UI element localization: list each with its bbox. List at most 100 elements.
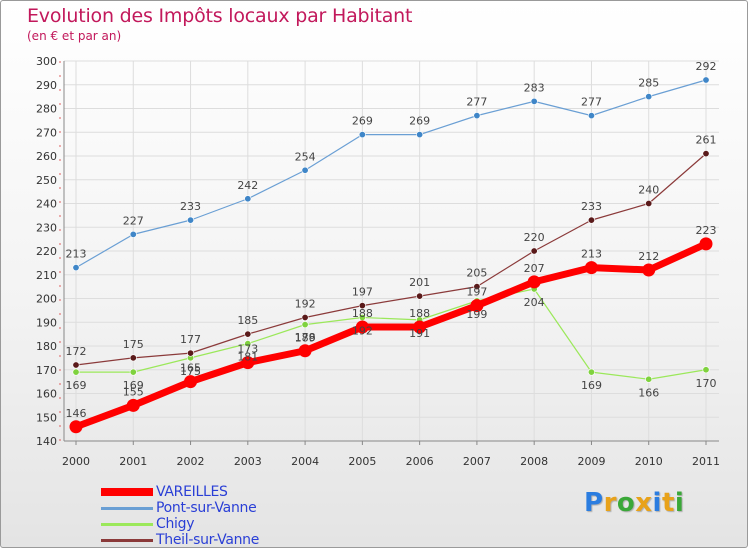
data-label-pont-sur-vanne: 285 xyxy=(638,77,659,90)
y-tick-label: 290 xyxy=(36,79,57,92)
data-point-vareilles xyxy=(470,299,484,313)
data-point-vareilles xyxy=(298,344,312,358)
y-tick-label: 280 xyxy=(36,103,57,116)
y-tick-label: 160 xyxy=(36,388,57,401)
data-label-vareilles: 173 xyxy=(237,343,258,356)
data-label-theil-sur-vanne: 177 xyxy=(180,333,201,346)
data-label-pont-sur-vanne: 277 xyxy=(581,96,602,109)
series-line-vareilles xyxy=(72,240,710,431)
data-point-pont-sur-vanne xyxy=(301,166,309,174)
data-point-vareilles xyxy=(413,320,427,334)
legend-label: Chigy xyxy=(156,516,195,532)
legend-label: Theil-sur-Vanne xyxy=(156,532,260,548)
data-point-vareilles xyxy=(699,237,713,251)
series-line-theil-sur-vanne xyxy=(75,153,707,366)
data-point-theil-sur-vanne xyxy=(72,361,80,369)
legend-swatch xyxy=(101,538,153,542)
data-point-theil-sur-vanne xyxy=(244,330,252,338)
data-label-theil-sur-vanne: 261 xyxy=(696,134,717,147)
data-point-theil-sur-vanne xyxy=(587,216,595,224)
data-label-vareilles: 188 xyxy=(409,307,430,320)
x-tick-label: 2010 xyxy=(635,455,663,468)
data-point-theil-sur-vanne xyxy=(358,302,366,310)
data-label-pont-sur-vanne: 227 xyxy=(123,214,144,227)
data-label-vareilles: 188 xyxy=(352,307,373,320)
data-label-vareilles: 212 xyxy=(638,250,659,263)
legend-item-pont-sur-vanne: Pont-sur-Vanne xyxy=(101,500,259,516)
data-point-chigy xyxy=(244,340,252,348)
series-line-pont-sur-vanne xyxy=(75,79,707,269)
data-point-theil-sur-vanne xyxy=(301,313,309,321)
data-point-vareilles xyxy=(642,263,656,277)
y-tick-label: 230 xyxy=(36,221,57,234)
data-label-theil-sur-vanne: 197 xyxy=(352,286,373,299)
data-label-chigy: 199 xyxy=(466,308,487,321)
data-label-chigy: 169 xyxy=(66,379,87,392)
data-point-theil-sur-vanne xyxy=(645,200,653,208)
data-point-chigy xyxy=(587,368,595,376)
data-label-pont-sur-vanne: 269 xyxy=(352,115,373,128)
data-point-vareilles xyxy=(241,356,255,370)
legend: VAREILLES Pont-sur-Vanne Chigy Theil-sur-Va… xyxy=(101,484,259,548)
data-label-pont-sur-vanne: 269 xyxy=(409,115,430,128)
data-label-chigy: 169 xyxy=(581,379,602,392)
data-label-theil-sur-vanne: 175 xyxy=(123,338,144,351)
data-label-vareilles: 223 xyxy=(696,224,717,237)
data-label-pont-sur-vanne: 277 xyxy=(466,96,487,109)
legend-item-chigy: Chigy xyxy=(101,516,259,532)
data-label-pont-sur-vanne: 254 xyxy=(295,150,316,163)
y-tick-label: 240 xyxy=(36,198,57,211)
data-point-theil-sur-vanne xyxy=(702,150,710,158)
data-label-theil-sur-vanne: 205 xyxy=(466,267,487,280)
y-tick-label: 150 xyxy=(36,411,57,424)
y-tick-label: 140 xyxy=(36,435,57,448)
x-tick-label: 2007 xyxy=(463,455,491,468)
data-point-vareilles xyxy=(69,420,83,434)
data-label-theil-sur-vanne: 220 xyxy=(524,231,545,244)
data-point-pont-sur-vanne xyxy=(187,216,195,224)
data-label-pont-sur-vanne: 242 xyxy=(237,179,258,192)
y-tick-label: 180 xyxy=(36,340,57,353)
y-tick-label: 270 xyxy=(36,126,57,139)
data-point-vareilles xyxy=(527,275,541,289)
data-label-chigy: 175 xyxy=(180,365,201,378)
x-tick-label: 2009 xyxy=(577,455,605,468)
data-point-pont-sur-vanne xyxy=(587,112,595,120)
data-label-vareilles: 213 xyxy=(581,248,602,261)
data-label-vareilles: 155 xyxy=(123,385,144,398)
y-tick-label: 250 xyxy=(36,174,57,187)
brand-logo-letter: P xyxy=(584,488,604,518)
x-tick-label: 2008 xyxy=(520,455,548,468)
brand-logo-letter: o xyxy=(616,488,636,518)
brand-logo-letter: x xyxy=(635,488,653,518)
data-point-theil-sur-vanne xyxy=(530,247,538,255)
data-label-vareilles: 146 xyxy=(66,407,87,420)
data-label-chigy: 189 xyxy=(295,332,316,345)
x-tick-label: 2011 xyxy=(692,455,720,468)
data-point-pont-sur-vanne xyxy=(530,97,538,105)
data-point-chigy xyxy=(129,368,137,376)
data-point-chigy xyxy=(702,366,710,374)
legend-swatch xyxy=(101,506,153,510)
data-label-pont-sur-vanne: 213 xyxy=(66,248,87,261)
legend-label: Pont-sur-Vanne xyxy=(156,500,257,516)
data-point-pont-sur-vanne xyxy=(645,93,653,101)
data-label-theil-sur-vanne: 172 xyxy=(66,345,87,358)
data-label-chigy: 166 xyxy=(638,386,659,399)
data-point-pont-sur-vanne xyxy=(244,195,252,203)
y-tick-label: 210 xyxy=(36,269,57,282)
y-tick-label: 300 xyxy=(36,55,57,68)
data-label-pont-sur-vanne: 233 xyxy=(180,200,201,213)
data-label-pont-sur-vanne: 283 xyxy=(524,81,545,94)
chart-title: Evolution des Impôts locaux par Habitant xyxy=(27,5,413,27)
legend-item-vareilles: VAREILLES xyxy=(101,484,259,500)
data-point-theil-sur-vanne xyxy=(187,349,195,357)
legend-swatch xyxy=(101,488,153,496)
data-label-chigy: 170 xyxy=(696,377,717,390)
data-label-theil-sur-vanne: 240 xyxy=(638,184,659,197)
data-point-vareilles xyxy=(584,261,598,275)
x-tick-label: 2001 xyxy=(119,455,147,468)
data-point-theil-sur-vanne xyxy=(416,292,424,300)
